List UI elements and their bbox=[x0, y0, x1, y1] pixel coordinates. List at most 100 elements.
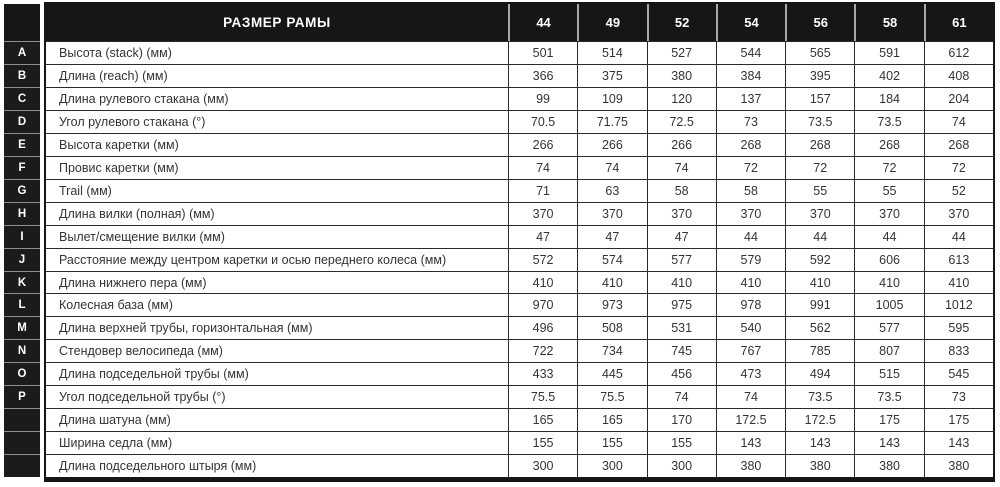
row-label: Высота каретки (мм) bbox=[59, 137, 179, 152]
row-value: 494 bbox=[785, 363, 854, 386]
row-label: Вылет/смещение вилки (мм) bbox=[59, 229, 225, 244]
row-label: Расстояние между центром каретки и осью … bbox=[59, 252, 447, 267]
row-value: 410 bbox=[577, 271, 646, 294]
row-value: 55 bbox=[785, 179, 854, 202]
row-value: 72.5 bbox=[646, 110, 716, 133]
row-value: 72 bbox=[715, 156, 785, 179]
row-letter: L bbox=[4, 293, 40, 317]
row-value: 370 bbox=[785, 202, 854, 225]
row-value: 445 bbox=[577, 363, 646, 386]
row-value: 380 bbox=[923, 455, 993, 478]
table-row: Вылет/смещение вилки (мм) 47 47 47 44 44 44 44 bbox=[46, 224, 993, 248]
row-value: 73 bbox=[923, 386, 993, 409]
table-row: Расстояние между центром каретки и осью … bbox=[46, 247, 993, 271]
row-value: 527 bbox=[646, 42, 716, 64]
table-row: Длина шатуна (мм) 165 165 170 172.5 172.5 175 1… bbox=[46, 408, 993, 432]
row-value: 73.5 bbox=[785, 386, 854, 409]
row-label: Длина вилки (полная) (мм) bbox=[59, 206, 215, 221]
row-value: 72 bbox=[785, 156, 854, 179]
row-value: 433 bbox=[507, 363, 577, 386]
size-column-header: 58 bbox=[854, 4, 923, 41]
table-row: Угол подседельной трубы (°) 75.5 75.5 74 74 7… bbox=[46, 385, 993, 409]
row-value: 99 bbox=[507, 87, 577, 110]
row-value: 72 bbox=[923, 156, 993, 179]
table-row: Ширина седла (мм) 155 155 155 143 143 143 143 bbox=[46, 431, 993, 455]
size-column-header: 52 bbox=[646, 4, 716, 41]
frame-size-header: РАЗМЕР РАМЫ bbox=[223, 15, 331, 30]
row-value: 268 bbox=[785, 133, 854, 156]
row-value: 74 bbox=[507, 156, 577, 179]
row-label: Длина подседельного штыря (мм) bbox=[59, 459, 257, 474]
row-value: 55 bbox=[854, 179, 923, 202]
table-row: Trail (мм) 71 63 58 58 55 55 52 bbox=[46, 178, 993, 202]
row-value: 165 bbox=[577, 409, 646, 432]
row-value: 44 bbox=[785, 225, 854, 248]
row-value: 109 bbox=[577, 87, 646, 110]
row-value: 268 bbox=[715, 133, 785, 156]
row-letter: G bbox=[4, 178, 40, 202]
row-letter: E bbox=[4, 132, 40, 156]
row-value: 456 bbox=[646, 363, 716, 386]
row-letter: H bbox=[4, 201, 40, 225]
row-value: 833 bbox=[923, 340, 993, 363]
row-value: 74 bbox=[646, 156, 716, 179]
row-label: Угол подседельной трубы (°) bbox=[59, 390, 226, 405]
table-row: Длина подседельного штыря (мм) 300 300 300 3… bbox=[46, 454, 993, 478]
row-value: 266 bbox=[577, 133, 646, 156]
row-value: 514 bbox=[577, 42, 646, 64]
row-letter: F bbox=[4, 155, 40, 179]
row-value: 380 bbox=[785, 455, 854, 478]
size-column-header: 56 bbox=[785, 4, 854, 41]
row-value: 73.5 bbox=[785, 110, 854, 133]
row-value: 395 bbox=[785, 64, 854, 87]
row-value: 370 bbox=[507, 202, 577, 225]
table-row: Стендовер велосипеда (мм) 722 734 745 767 785… bbox=[46, 339, 993, 363]
row-value: 370 bbox=[715, 202, 785, 225]
row-value: 75.5 bbox=[507, 386, 577, 409]
row-value: 410 bbox=[507, 271, 577, 294]
row-label: Длина шатуна (мм) bbox=[59, 413, 171, 428]
row-value: 410 bbox=[646, 271, 716, 294]
row-value: 143 bbox=[923, 432, 993, 455]
table-row: Длина верхней трубы, горизонтальная (мм)… bbox=[46, 316, 993, 340]
row-value: 143 bbox=[715, 432, 785, 455]
row-value: 155 bbox=[507, 432, 577, 455]
row-value: 75.5 bbox=[577, 386, 646, 409]
row-value: 612 bbox=[923, 42, 993, 64]
row-value: 47 bbox=[507, 225, 577, 248]
size-column-header: 49 bbox=[577, 4, 646, 41]
row-value: 545 bbox=[923, 363, 993, 386]
row-value: 300 bbox=[507, 455, 577, 478]
row-value: 44 bbox=[854, 225, 923, 248]
row-letter: K bbox=[4, 270, 40, 294]
row-value: 606 bbox=[854, 248, 923, 271]
row-value: 73.5 bbox=[854, 110, 923, 133]
row-label: Колесная база (мм) bbox=[59, 298, 173, 313]
row-value: 47 bbox=[577, 225, 646, 248]
size-column-header: 54 bbox=[715, 4, 785, 41]
table-row: Длина рулевого стакана (мм) 99 109 120 137 15… bbox=[46, 86, 993, 110]
row-value: 370 bbox=[923, 202, 993, 225]
row-value: 184 bbox=[854, 87, 923, 110]
row-value: 266 bbox=[646, 133, 716, 156]
table-row: Провис каретки (мм) 74 74 74 72 72 72 72 bbox=[46, 155, 993, 179]
table-row: Угол рулевого стакана (°) 70.5 71.75 72.5 73… bbox=[46, 109, 993, 133]
row-value: 785 bbox=[785, 340, 854, 363]
table-row: Длина подседельной трубы (мм) 433 445 456 47… bbox=[46, 362, 993, 386]
row-value: 52 bbox=[923, 179, 993, 202]
row-label: Длина подседельной трубы (мм) bbox=[59, 367, 249, 382]
row-value: 300 bbox=[577, 455, 646, 478]
row-value: 74 bbox=[646, 386, 716, 409]
row-value: 767 bbox=[715, 340, 785, 363]
row-label: Длина верхней трубы, горизонтальная (мм) bbox=[59, 321, 313, 336]
row-value: 266 bbox=[507, 133, 577, 156]
row-letter: A bbox=[4, 41, 40, 64]
row-value: 410 bbox=[785, 271, 854, 294]
row-value: 991 bbox=[785, 294, 854, 317]
row-letter bbox=[4, 408, 40, 432]
row-value: 577 bbox=[646, 248, 716, 271]
row-value: 58 bbox=[715, 179, 785, 202]
row-value: 562 bbox=[785, 317, 854, 340]
row-value: 58 bbox=[646, 179, 716, 202]
row-value: 408 bbox=[923, 64, 993, 87]
